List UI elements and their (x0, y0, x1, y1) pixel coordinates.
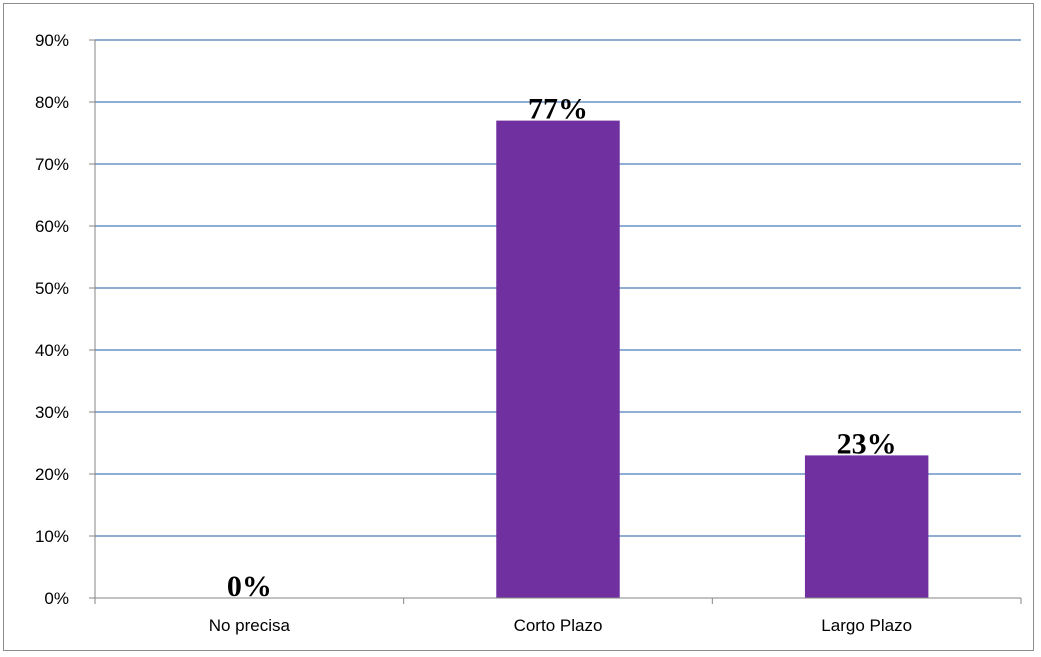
y-tick-label: 60% (35, 217, 69, 236)
y-tick-label: 50% (35, 279, 69, 298)
data-label: 0% (227, 570, 272, 603)
y-tick-label: 70% (35, 155, 69, 174)
y-tick-label: 10% (35, 527, 69, 546)
y-tick-label: 0% (44, 589, 69, 608)
y-tick-label: 40% (35, 341, 69, 360)
axes (89, 39, 1022, 604)
y-tick-label: 20% (35, 465, 69, 484)
x-tick-label: No precisa (209, 616, 291, 635)
bar-corto-plazo (496, 120, 620, 598)
y-tick-label: 90% (35, 31, 69, 50)
data-label: 23% (837, 427, 897, 460)
bar-largo-plazo (804, 455, 929, 598)
y-tick-label: 30% (35, 403, 69, 422)
x-tick-label: Corto Plazo (514, 616, 603, 635)
bars (496, 120, 929, 598)
labels: 0% 10% 20% 30% 40% 50% 60% 70% 80% 90% 0% No precis… (35, 31, 912, 635)
y-tick-label: 80% (35, 93, 69, 112)
data-label: 77% (528, 93, 588, 126)
x-tick-label: Largo Plazo (821, 616, 912, 635)
